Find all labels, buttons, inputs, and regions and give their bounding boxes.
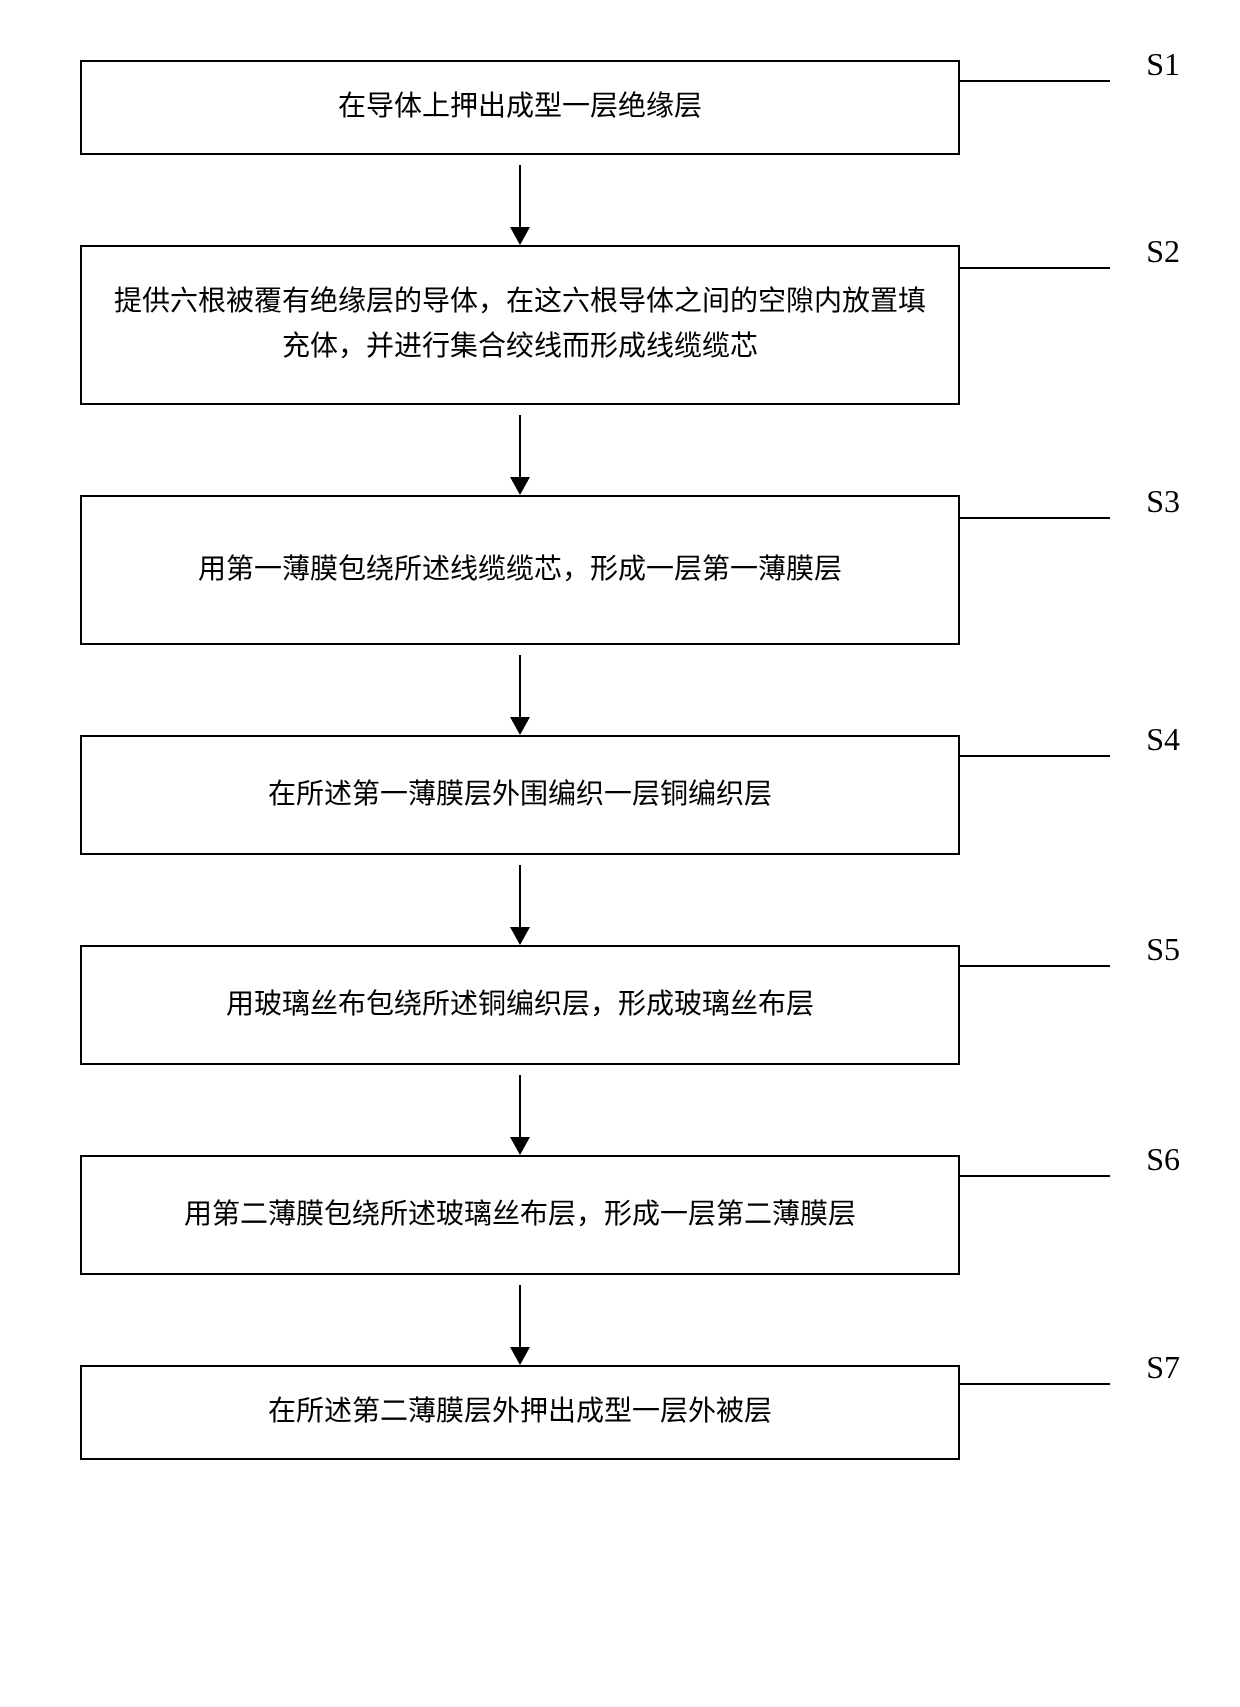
step-box: 用第一薄膜包绕所述线缆缆芯，形成一层第一薄膜层 (80, 495, 960, 645)
step-label: S6 (1146, 1141, 1180, 1178)
step-label: S2 (1146, 233, 1180, 270)
flowchart-step: 提供六根被覆有绝缘层的导体，在这六根导体之间的空隙内放置填充体，并进行集合绞线而… (80, 245, 1160, 405)
step-box: 用玻璃丝布包绕所述铜编织层，形成玻璃丝布层 (80, 945, 960, 1065)
connector-line (960, 755, 1110, 757)
arrow-head-icon (510, 717, 530, 735)
arrow-line (519, 865, 521, 935)
flowchart-step: 在所述第一薄膜层外围编织一层铜编织层S4 (80, 735, 1160, 855)
arrow-head-icon (510, 1347, 530, 1365)
step-label: S5 (1146, 931, 1180, 968)
flow-arrow (80, 1275, 960, 1365)
flowchart-container: 在导体上押出成型一层绝缘层S1 提供六根被覆有绝缘层的导体，在这六根导体之间的空隙… (80, 60, 1160, 1460)
flowchart-step: 用玻璃丝布包绕所述铜编织层，形成玻璃丝布层S5 (80, 945, 1160, 1065)
step-label: S4 (1146, 721, 1180, 758)
flow-arrow (80, 645, 960, 735)
arrow-line (519, 655, 521, 725)
arrow-head-icon (510, 227, 530, 245)
arrow-line (519, 1285, 521, 1355)
arrow-head-icon (510, 927, 530, 945)
arrow-head-icon (510, 1137, 530, 1155)
flow-arrow (80, 855, 960, 945)
step-box: 提供六根被覆有绝缘层的导体，在这六根导体之间的空隙内放置填充体，并进行集合绞线而… (80, 245, 960, 405)
arrow-line (519, 165, 521, 235)
arrow-head-icon (510, 477, 530, 495)
step-box: 在所述第一薄膜层外围编织一层铜编织层 (80, 735, 960, 855)
step-box: 用第二薄膜包绕所述玻璃丝布层，形成一层第二薄膜层 (80, 1155, 960, 1275)
flow-arrow (80, 155, 960, 245)
arrow-line (519, 1075, 521, 1145)
step-box: 在导体上押出成型一层绝缘层 (80, 60, 960, 155)
step-box: 在所述第二薄膜层外押出成型一层外被层 (80, 1365, 960, 1460)
step-label: S3 (1146, 483, 1180, 520)
connector-line (960, 965, 1110, 967)
connector-line (960, 517, 1110, 519)
flowchart-step: 在导体上押出成型一层绝缘层S1 (80, 60, 1160, 155)
step-label: S1 (1146, 46, 1180, 83)
connector-line (960, 1175, 1110, 1177)
flowchart-step: 用第二薄膜包绕所述玻璃丝布层，形成一层第二薄膜层S6 (80, 1155, 1160, 1275)
flowchart-step: 用第一薄膜包绕所述线缆缆芯，形成一层第一薄膜层S3 (80, 495, 1160, 645)
connector-line (960, 80, 1110, 82)
flowchart-step: 在所述第二薄膜层外押出成型一层外被层S7 (80, 1365, 1160, 1460)
flow-arrow (80, 1065, 960, 1155)
step-label: S7 (1146, 1349, 1180, 1386)
connector-line (960, 267, 1110, 269)
connector-line (960, 1383, 1110, 1385)
flow-arrow (80, 405, 960, 495)
arrow-line (519, 415, 521, 485)
